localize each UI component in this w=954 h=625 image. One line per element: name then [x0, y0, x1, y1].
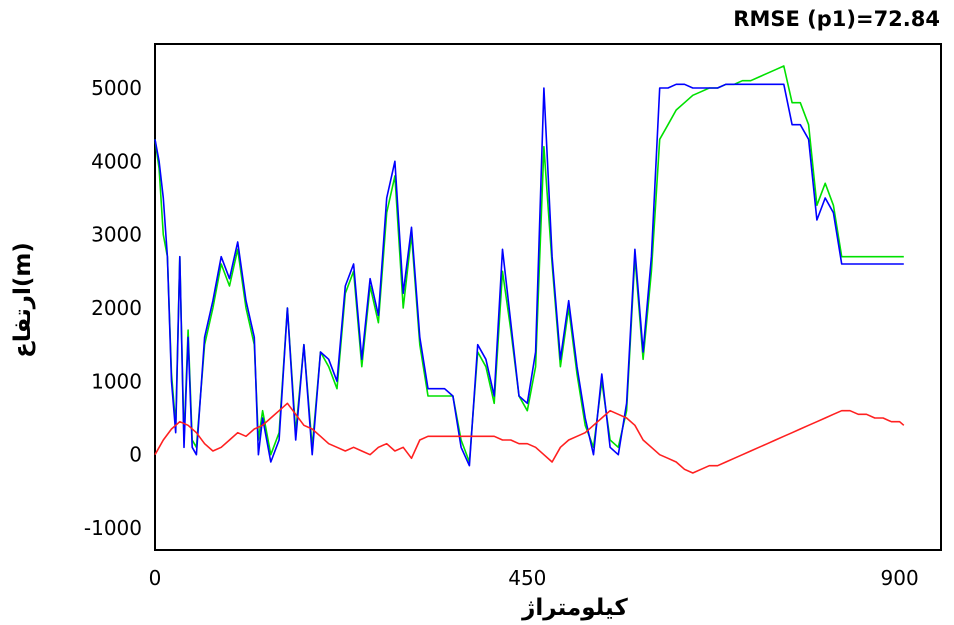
series-layer: [154, 65, 905, 474]
y-axis-label: ارتفاع(m): [10, 242, 36, 358]
x-axis-label: کیلومتراژ: [521, 595, 628, 621]
y-tick-label: 3000: [91, 223, 142, 247]
series-line-1: [154, 65, 904, 463]
x-tick-label: 450: [508, 566, 546, 590]
chart-title: RMSE (p1)=72.84: [733, 7, 940, 31]
y-tick-label: 2000: [91, 296, 142, 320]
x-tick-labels: 0 450 900: [149, 566, 919, 590]
series-line-3: [154, 402, 905, 474]
y-tick-label: 4000: [91, 149, 142, 173]
x-tick-label: 0: [149, 566, 162, 590]
y-tick-label: 1000: [91, 369, 142, 393]
y-tick-label: 0: [129, 443, 142, 467]
y-tick-labels: 5000 4000 3000 2000 1000 0 -1000: [84, 76, 142, 540]
plot-frame: [154, 43, 942, 551]
series-line-2: [154, 83, 904, 467]
y-tick-label: -1000: [84, 516, 142, 540]
y-tick-label: 5000: [91, 76, 142, 100]
x-tick-label: 900: [881, 566, 919, 590]
